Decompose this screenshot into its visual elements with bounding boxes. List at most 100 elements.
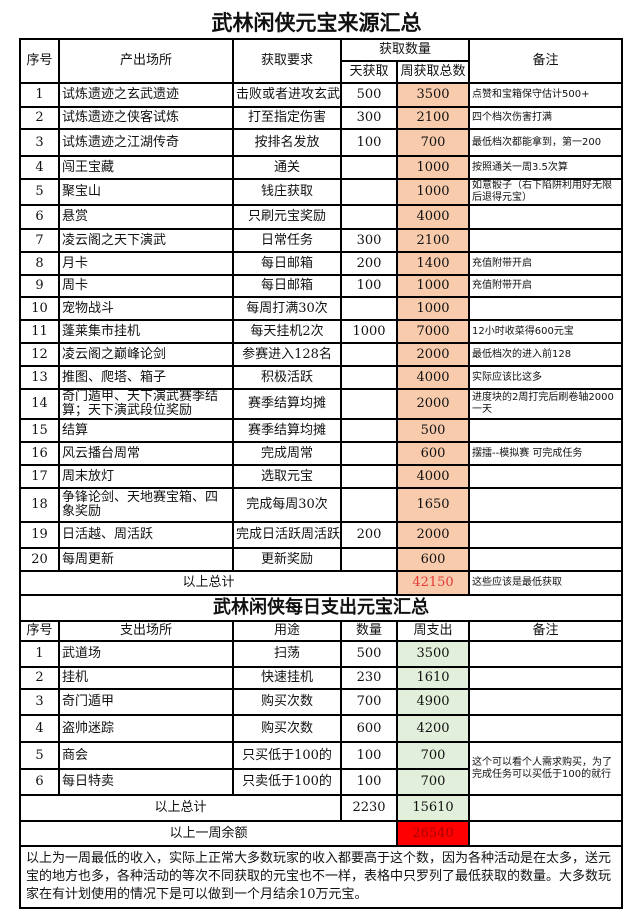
place-cell: 每日特卖 [58, 768, 234, 796]
row-no: 18 [19, 487, 60, 523]
place-cell: 宠物战斗 [58, 296, 234, 321]
daily-cell [340, 155, 398, 180]
requirement-cell: 日常任务 [232, 228, 342, 253]
place-cell: 奇门遁甲 [58, 688, 234, 716]
qty-cell: 100 [340, 741, 398, 770]
expense-row: 2 挂机 快速挂机 230 1610 [19, 666, 624, 690]
header-weekly: 周获取总数 [395, 60, 471, 84]
expense-header-use: 用途 [232, 620, 342, 642]
daily-cell: 500 [340, 82, 398, 108]
place-cell: 日活越、周活跃 [58, 521, 234, 549]
row-no: 1 [19, 640, 60, 668]
income-header-row: 序号 产出场所 获取要求 获取数量 备注 [19, 38, 624, 84]
note-cell [468, 714, 624, 743]
header-amount: 获取数量 [339, 38, 471, 62]
row-no: 8 [19, 251, 60, 276]
requirement-cell: 积极活跃 [232, 365, 342, 390]
expense-header-place: 支出场所 [58, 620, 234, 642]
weekly-cell: 1610 [395, 666, 471, 690]
note-cell [468, 640, 624, 668]
note-cell [468, 296, 624, 321]
daily-cell: 1000 [340, 319, 398, 344]
use-cell: 购买次数 [232, 714, 342, 743]
daily-cell: 100 [340, 128, 398, 157]
note-cell [468, 666, 624, 690]
qty-cell: 700 [340, 688, 398, 716]
income-row: 3 试炼遗迹之江湖传奇 按排名发放 100 700 最低档次都能拿到，第一200 [19, 128, 624, 157]
total-qty: 2230 [340, 794, 398, 822]
income-row: 16 风云播台周常 完成周常 600 摆擂--模拟赛 可完成任务 [19, 441, 624, 466]
balance-label: 以上一周余额 [19, 820, 398, 847]
total-label: 以上总计 [19, 570, 398, 596]
note-cell: 进度块的2周打完后刷卷轴2000一天 [468, 388, 624, 420]
note-cell [468, 464, 624, 489]
income-title: 武林闲侠元宝来源汇总 [211, 11, 422, 35]
daily-cell [340, 342, 398, 367]
weekly-cell: 4000 [395, 204, 471, 230]
footnote: 以上为一周最低的收入，实际上正常大多数玩家的收入都要高于这个数，因为各种活动是在… [18, 845, 624, 909]
income-row: 14 奇门遁甲、天下演武赛季结算；天下演武段位奖励 赛季结算均摊 2000 进度块的2周… [19, 388, 624, 420]
row-no: 2 [19, 666, 60, 690]
balance-value: 26540 [395, 820, 471, 847]
daily-cell [340, 547, 398, 572]
weekly-cell: 2000 [395, 342, 471, 367]
income-row: 15 结算 赛季结算均摊 500 [19, 418, 624, 443]
row-no: 16 [19, 441, 60, 466]
expense-header-row: 序号 支出场所 用途 数量 周支出 备注 [19, 620, 624, 642]
row-no: 17 [19, 464, 60, 489]
note-cell: 最低档次都能拿到，第一200 [468, 128, 624, 157]
place-cell: 试炼遗迹之玄武遗迹 [58, 82, 234, 108]
qty-cell: 230 [340, 666, 398, 690]
row-no: 4 [19, 155, 60, 180]
row-no: 13 [19, 365, 60, 390]
income-row: 10 宠物战斗 每周打满30次 1000 [19, 296, 624, 321]
note-cell [468, 487, 624, 523]
note-cell [468, 418, 624, 443]
expense-title: 武林闲侠每日支出元宝汇总 [18, 594, 624, 622]
place-cell: 月卡 [58, 251, 234, 276]
place-cell: 蓬莱集市挂机 [58, 319, 234, 344]
row-no: 5 [19, 178, 60, 206]
expense-row: 6 每日特卖 只卖低于100的 100 700 [19, 768, 622, 796]
place-cell: 奇门遁甲、天下演武赛季结算；天下演武段位奖励 [58, 388, 234, 420]
requirement-cell: 通关 [232, 155, 342, 180]
expense-row: 3 奇门遁甲 购买次数 700 4900 [19, 688, 624, 716]
row-no: 9 [19, 274, 60, 298]
qty-cell: 100 [340, 768, 398, 796]
daily-cell [340, 487, 398, 523]
requirement-cell: 赛季结算均摊 [232, 418, 342, 443]
place-cell: 周卡 [58, 274, 234, 298]
daily-cell [340, 464, 398, 489]
note-cell [468, 688, 624, 716]
weekly-cell: 700 [395, 741, 471, 770]
weekly-cell: 1000 [395, 178, 471, 206]
daily-cell [340, 441, 398, 466]
place-cell: 结算 [58, 418, 234, 443]
total-label: 以上总计 [19, 794, 342, 822]
weekly-cell: 2000 [395, 521, 471, 549]
weekly-cell: 700 [395, 128, 471, 157]
requirement-cell: 每日邮箱 [232, 274, 342, 298]
requirement-cell: 每天挂机2次 [232, 319, 342, 344]
place-cell: 聚宝山 [58, 178, 234, 206]
note-cell: 点赞和宝箱保守估计500+ [468, 82, 624, 108]
income-row: 13 推图、爬塔、箱子 积极活跃 4000 实际应该比这多 [19, 365, 624, 390]
expense-title-row: 武林闲侠每日支出元宝汇总 [18, 594, 624, 622]
expense-row: 5 商会 只买低于100的 100 700 这个可以看个人需求购买，为了完成任务可以买低于… [19, 741, 624, 796]
daily-cell [340, 418, 398, 443]
income-row: 19 日活越、周活跃 完成日活跃周活跃 200 2000 [19, 521, 624, 549]
requirement-cell: 完成日活跃周活跃 [232, 521, 342, 549]
note-cell [468, 228, 624, 253]
place-cell: 每周更新 [58, 547, 234, 572]
use-cell: 只买低于100的 [232, 741, 342, 770]
weekly-cell: 4200 [395, 714, 471, 743]
income-row: 5 聚宝山 钱庄获取 1000 如意骰子（右下陷阱利用好无限后退得元宝） [19, 178, 624, 206]
income-row: 6 悬赏 只刷元宝奖励 4000 [19, 204, 624, 230]
expense-header-no: 序号 [19, 620, 60, 642]
row-no: 3 [19, 128, 60, 157]
daily-cell: 300 [340, 228, 398, 253]
place-cell: 试炼遗迹之侠客试炼 [58, 106, 234, 130]
income-total-row: 以上总计 42150 这些应该是最低获取 [19, 570, 624, 596]
row-no: 15 [19, 418, 60, 443]
weekly-cell: 2000 [395, 388, 471, 420]
